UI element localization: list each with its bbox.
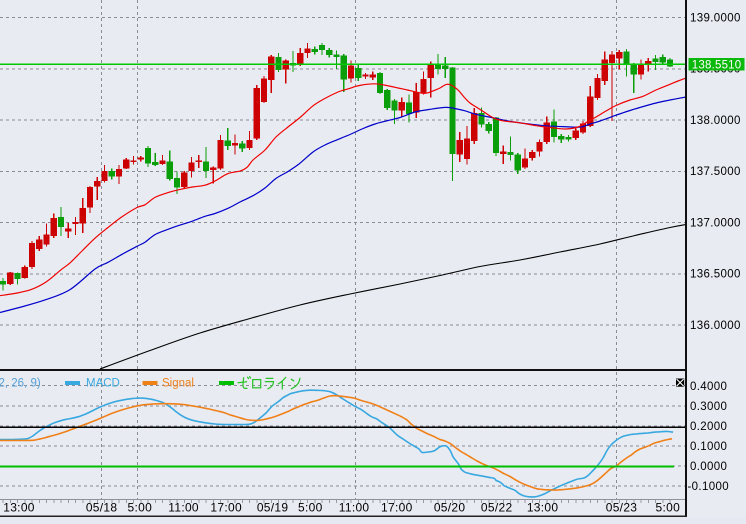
svg-text:17:00: 17:00 [381, 501, 413, 515]
svg-text:138.5510: 138.5510 [692, 59, 742, 71]
svg-text:05/19: 05/19 [257, 501, 289, 515]
svg-text:17:00: 17:00 [210, 501, 242, 515]
svg-text:5:00: 5:00 [298, 501, 323, 515]
svg-text:138.0000: 138.0000 [690, 115, 741, 127]
svg-text:-0.1000: -0.1000 [688, 481, 729, 493]
svg-text:05/23: 05/23 [606, 501, 638, 515]
svg-text:Signal: Signal [162, 378, 194, 390]
svg-text:0.3000: 0.3000 [690, 401, 727, 413]
svg-text:13:00: 13:00 [527, 501, 559, 515]
svg-text:136.0000: 136.0000 [690, 320, 741, 332]
svg-text:136.5000: 136.5000 [690, 269, 741, 281]
svg-text:05/18: 05/18 [86, 501, 118, 515]
svg-text:137.0000: 137.0000 [690, 217, 741, 229]
svg-text:0.4000: 0.4000 [690, 381, 727, 393]
svg-text:0.2000: 0.2000 [690, 421, 727, 433]
svg-text:11:00: 11:00 [339, 501, 370, 515]
svg-text:05/20: 05/20 [434, 501, 466, 515]
svg-text:2, 26, 9): 2, 26, 9) [0, 378, 41, 390]
svg-text:11:00: 11:00 [168, 501, 199, 515]
svg-text:0.0000: 0.0000 [690, 461, 727, 473]
svg-text:0.1000: 0.1000 [690, 441, 727, 453]
svg-text:MACD: MACD [86, 378, 120, 390]
svg-text:5:00: 5:00 [656, 501, 681, 515]
svg-text:137.5000: 137.5000 [690, 166, 741, 178]
svg-text:139.0000: 139.0000 [690, 12, 741, 24]
svg-text:05/22: 05/22 [481, 501, 513, 515]
svg-text:5:00: 5:00 [128, 501, 153, 515]
svg-text:13:00: 13:00 [3, 501, 35, 515]
